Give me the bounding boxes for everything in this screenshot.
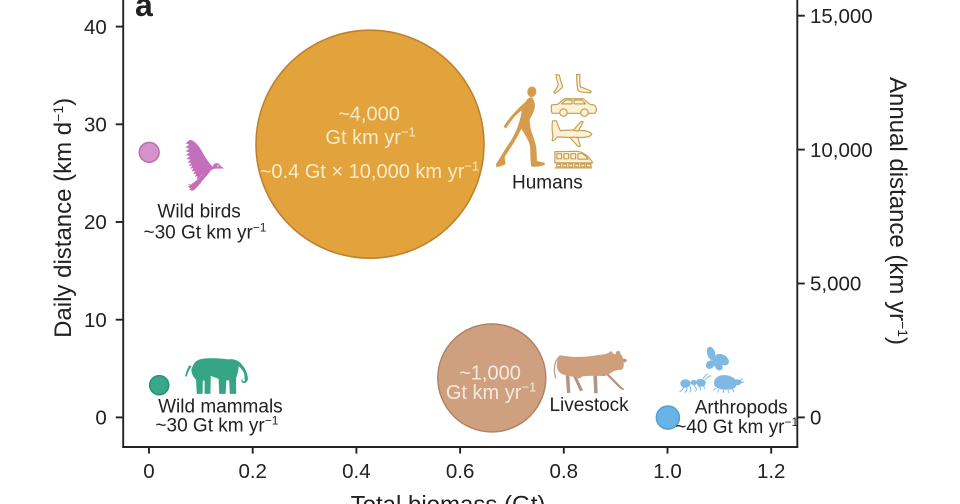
svg-text:Daily distance (km d−1): Daily distance (km d−1): [50, 98, 77, 338]
svg-text:a: a: [135, 0, 153, 23]
svg-text:0.8: 0.8: [550, 460, 579, 483]
svg-text:Wild birds: Wild birds: [157, 201, 240, 222]
svg-text:Arthropods: Arthropods: [695, 398, 788, 419]
svg-text:1.0: 1.0: [653, 460, 682, 483]
svg-text:5,000: 5,000: [810, 273, 861, 296]
svg-text:1.2: 1.2: [757, 460, 786, 483]
svg-text:Annual distance (km yr−1): Annual distance (km yr−1): [884, 77, 911, 345]
svg-text:10,000: 10,000: [810, 139, 873, 162]
svg-text:Livestock: Livestock: [549, 395, 629, 416]
svg-text:~1,000: ~1,000: [459, 363, 521, 385]
svg-text:~4,000: ~4,000: [338, 104, 400, 126]
svg-text:~30 Gt km yr−1: ~30 Gt km yr−1: [155, 414, 278, 437]
svg-text:0.6: 0.6: [446, 460, 475, 483]
svg-text:Gt km yr−1: Gt km yr−1: [325, 125, 415, 150]
svg-text:0: 0: [810, 407, 821, 430]
svg-text:0: 0: [143, 460, 154, 483]
svg-text:Gt km yr−1: Gt km yr−1: [446, 379, 536, 404]
svg-text:40: 40: [84, 16, 107, 39]
svg-text:~40 Gt km yr−1: ~40 Gt km yr−1: [675, 415, 798, 438]
svg-text:Humans: Humans: [512, 172, 583, 193]
svg-text:~0.4 Gt × 10,000 km yr−1: ~0.4 Gt × 10,000 km yr−1: [260, 159, 479, 184]
svg-text:0: 0: [95, 407, 106, 430]
svg-text:Wild mammals: Wild mammals: [158, 397, 283, 418]
svg-text:30: 30: [84, 114, 107, 137]
svg-text:0.2: 0.2: [238, 460, 267, 483]
svg-text:15,000: 15,000: [810, 5, 873, 28]
svg-text:10: 10: [84, 309, 107, 332]
svg-text:20: 20: [84, 211, 107, 234]
svg-text:0.4: 0.4: [342, 460, 371, 483]
svg-text:Total biomass (Gt): Total biomass (Gt): [351, 492, 546, 504]
svg-text:~30 Gt km yr−1: ~30 Gt km yr−1: [144, 220, 267, 243]
